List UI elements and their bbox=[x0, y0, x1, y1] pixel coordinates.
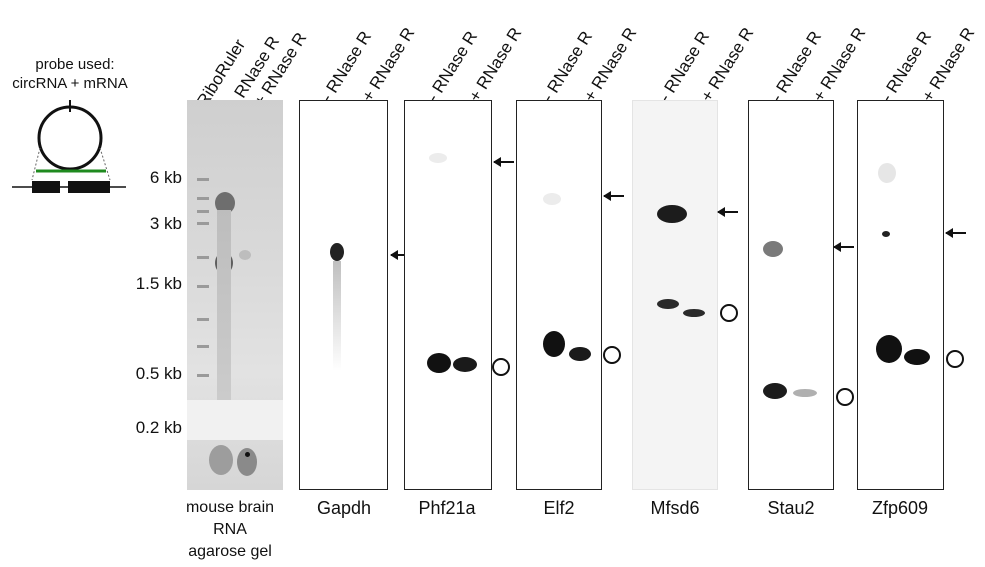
circrna-band-minus bbox=[876, 335, 902, 363]
faint-band bbox=[429, 153, 447, 163]
ladder-band bbox=[197, 256, 209, 259]
circrna-band-minus bbox=[763, 383, 787, 399]
linear-mrna-arrow bbox=[493, 157, 514, 167]
circrna-band-minus bbox=[543, 331, 565, 357]
ladder-band bbox=[197, 197, 209, 200]
minus-smear bbox=[217, 210, 231, 410]
gene-name-phf21a: Phf21a bbox=[418, 498, 476, 518]
projection-right bbox=[99, 147, 111, 181]
size-marker-6kb: 6 kb bbox=[149, 168, 182, 187]
exon-2 bbox=[68, 181, 110, 193]
size-marker-0-5kb: 0.5 kb bbox=[135, 364, 182, 383]
gel-panel: RiboRuler - RNase R + RNase R 6 kb 3 kb … bbox=[0, 0, 311, 567]
linear-band bbox=[763, 241, 783, 257]
agarose-gel-image bbox=[187, 100, 283, 490]
blot-image bbox=[516, 100, 602, 490]
circrna-diagram bbox=[12, 100, 126, 193]
circrna-band-plus bbox=[904, 349, 930, 365]
ladder-band bbox=[197, 345, 209, 348]
size-marker-0-2kb: 0.2 kb bbox=[135, 418, 182, 437]
probe-title-line1: probe used: bbox=[35, 56, 115, 73]
ladder-band bbox=[197, 374, 209, 377]
dust-speck bbox=[245, 452, 250, 457]
probe-title-line2: circRNA + mRNA bbox=[12, 75, 128, 92]
ladder-band bbox=[197, 222, 209, 225]
probe-schematic: probe used: circRNA + mRNA bbox=[0, 0, 140, 200]
circrna-marker bbox=[946, 350, 964, 368]
circrna-band-plus bbox=[683, 309, 705, 317]
gene-name-zfp609: Zfp609 bbox=[871, 498, 929, 518]
linear-band bbox=[882, 231, 890, 237]
plus-faint-band bbox=[239, 250, 251, 260]
circrna-band-minus bbox=[427, 353, 451, 373]
circrna-marker bbox=[492, 358, 510, 376]
blot-image bbox=[632, 100, 718, 490]
rrna-28s-band bbox=[215, 192, 235, 214]
blot-image bbox=[857, 100, 944, 490]
linear-mrna-arrow bbox=[603, 191, 624, 201]
smear bbox=[333, 261, 341, 371]
faint-band bbox=[878, 163, 896, 183]
faint-band bbox=[543, 193, 561, 205]
ladder-band bbox=[197, 285, 209, 288]
circrna-band-plus bbox=[793, 389, 817, 397]
ladder-band bbox=[197, 318, 209, 321]
gene-name-stau2: Stau2 bbox=[767, 498, 815, 518]
size-marker-1-5kb: 1.5 kb bbox=[135, 274, 182, 293]
projection-left bbox=[31, 147, 41, 181]
circrna-band-plus bbox=[453, 357, 477, 372]
blot-image bbox=[404, 100, 492, 490]
circrna-marker bbox=[603, 346, 621, 364]
circrna-marker bbox=[720, 304, 738, 322]
linear-mrna-arrow bbox=[833, 242, 854, 252]
circrna-marker bbox=[836, 388, 854, 406]
size-marker-3kb: 3 kb bbox=[149, 214, 182, 233]
gene-name-mfsd6: Mfsd6 bbox=[650, 498, 700, 518]
exon-1 bbox=[32, 181, 60, 193]
gel-caption-line2: RNA bbox=[213, 521, 247, 538]
ladder-band bbox=[197, 210, 209, 213]
ladder-band bbox=[197, 178, 209, 181]
circrna-band-plus bbox=[569, 347, 591, 361]
gel-bottom-glow bbox=[187, 400, 283, 440]
gene-name-gapdh: Gapdh bbox=[316, 498, 372, 518]
gel-caption-line1: mouse brain bbox=[185, 499, 275, 516]
low-mw-smear-plus bbox=[237, 448, 257, 476]
blot-image bbox=[299, 100, 388, 490]
linear-mrna-arrow bbox=[390, 250, 411, 260]
low-mw-smear-minus bbox=[209, 445, 233, 475]
gel-caption-line3: agarose gel bbox=[188, 543, 272, 560]
circrna-band-minus bbox=[657, 299, 679, 309]
linear-mrna-arrow bbox=[717, 207, 738, 217]
linear-band bbox=[657, 205, 687, 223]
blot-image bbox=[748, 100, 834, 490]
gene-name-elf2: Elf2 bbox=[543, 498, 575, 518]
linear-band bbox=[330, 243, 344, 261]
linear-mrna-arrow bbox=[945, 228, 966, 238]
